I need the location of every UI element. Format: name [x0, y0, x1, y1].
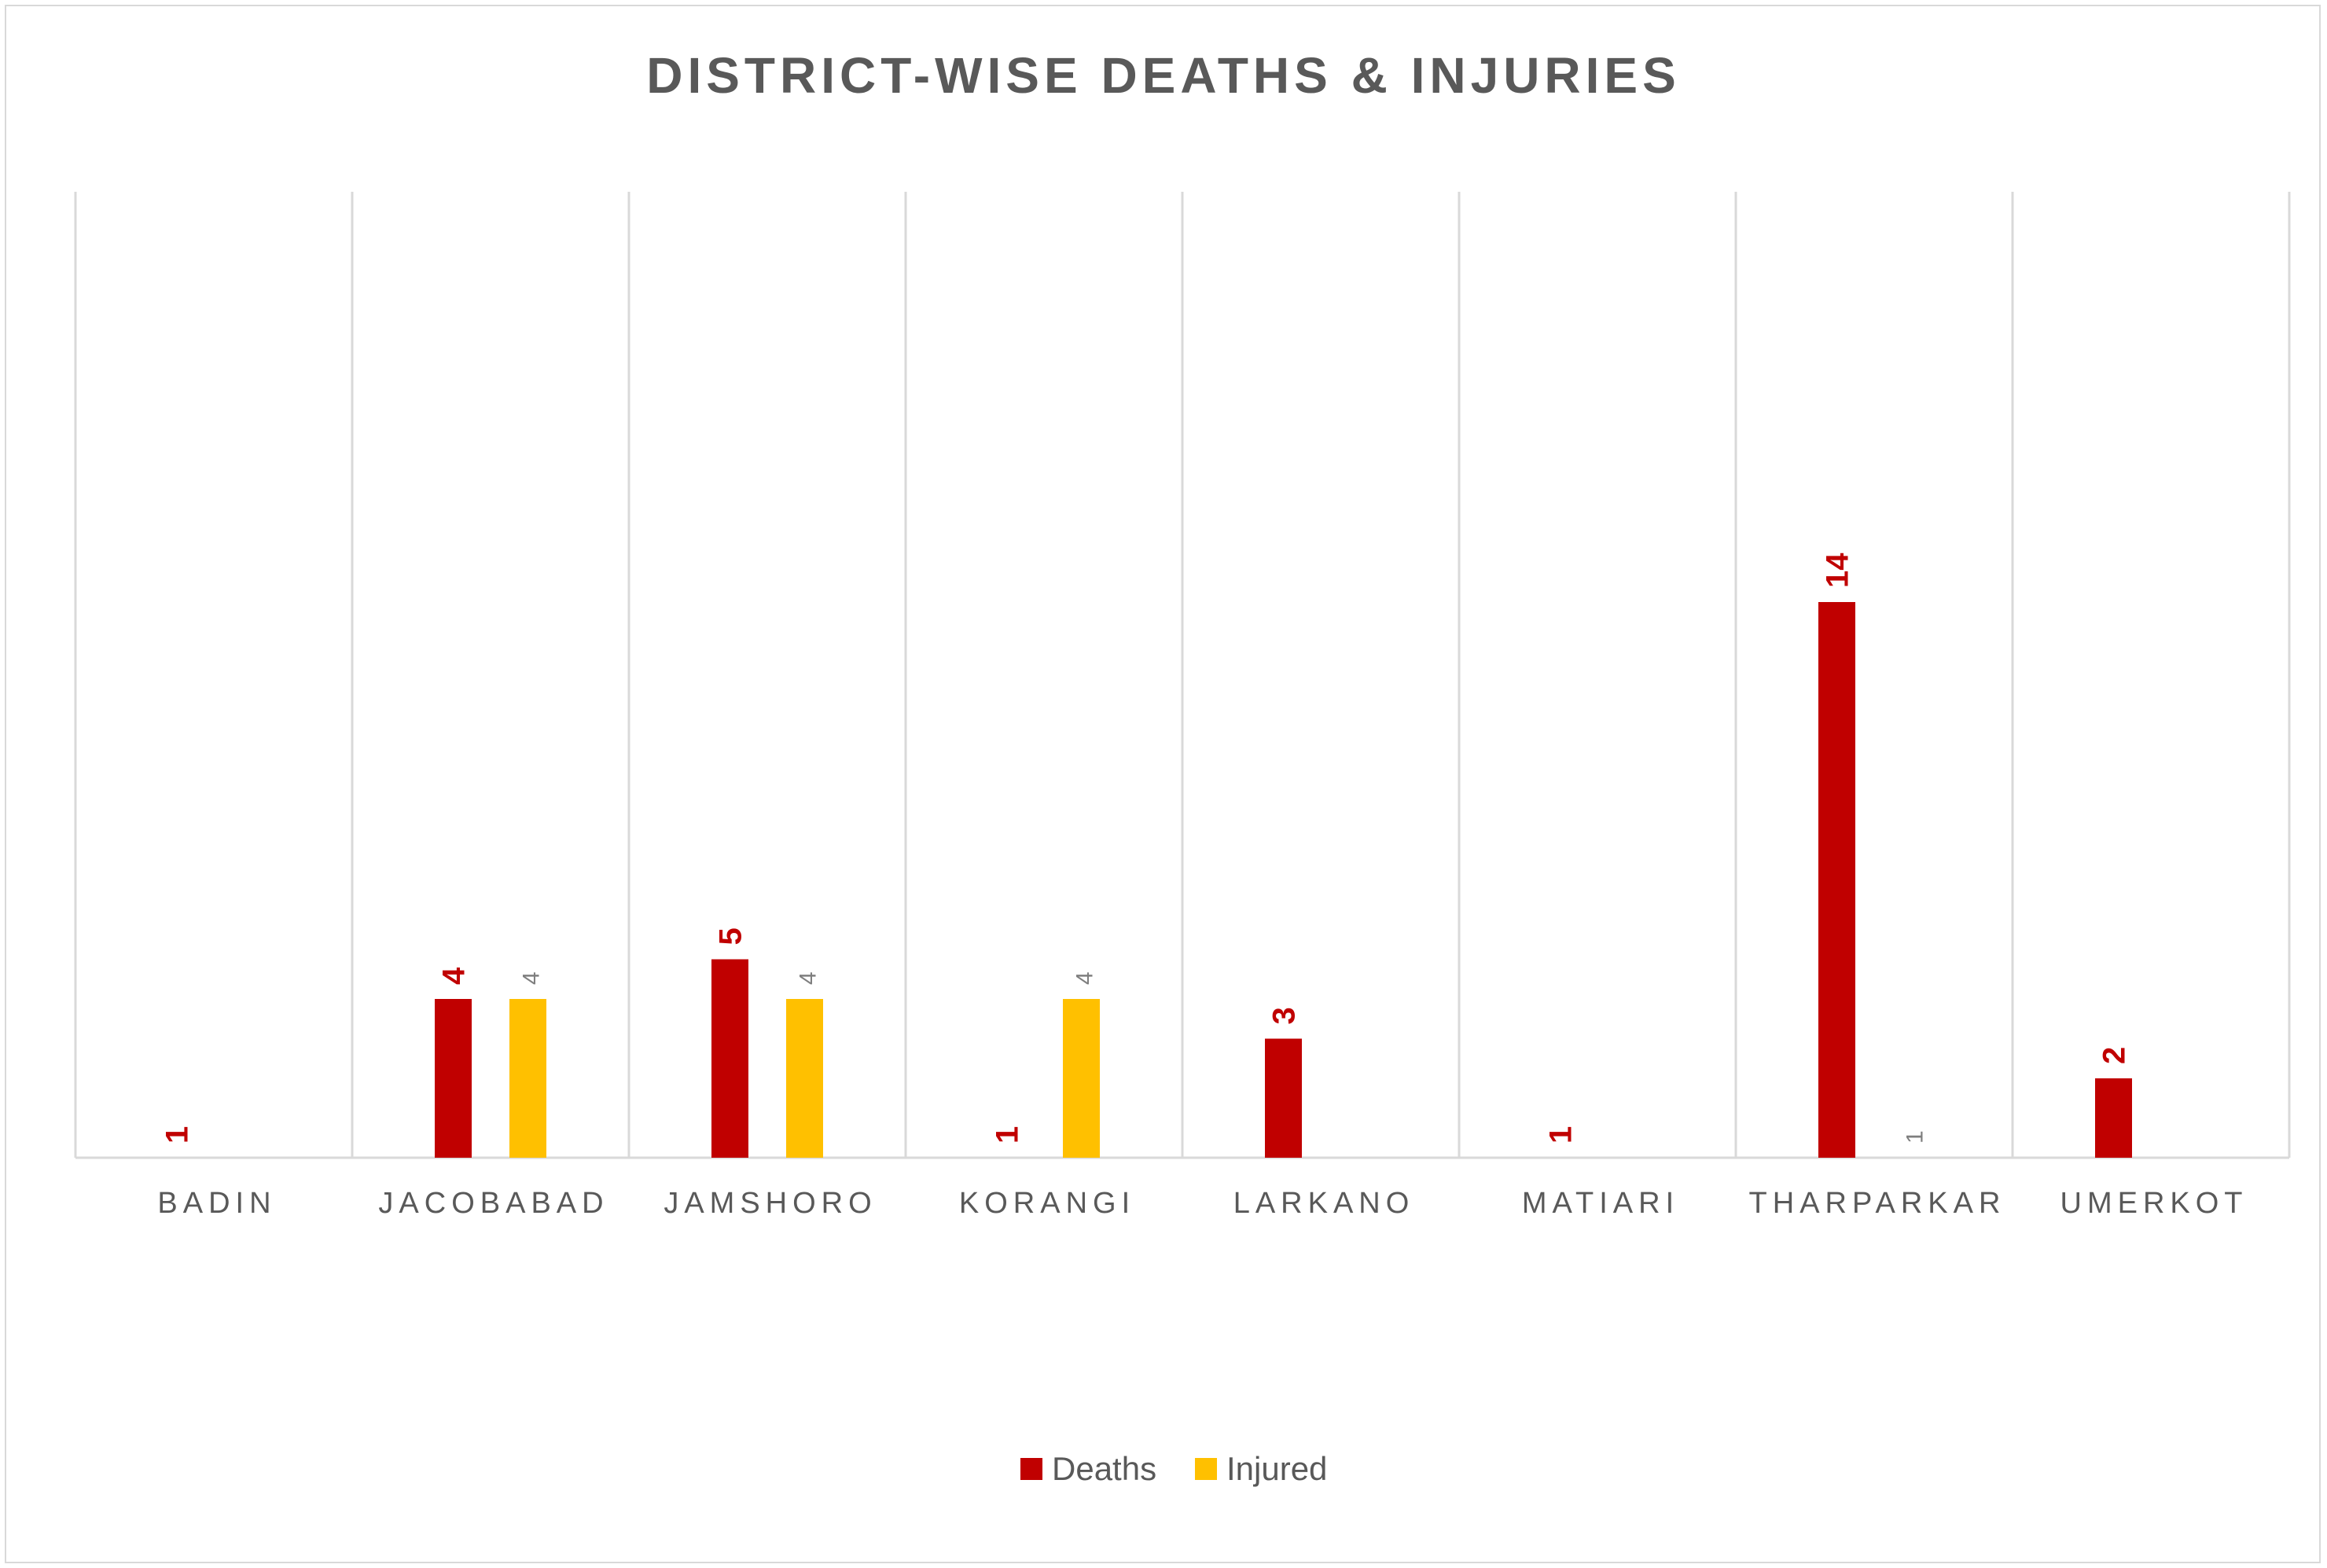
chart-title: DISTRICT-WISE DEATHS & INJURIES: [646, 47, 1681, 104]
deaths-bar: [2095, 1078, 2132, 1158]
gridlines: [74, 192, 2291, 1159]
injured-data-label: 1: [1902, 1130, 1928, 1144]
injured-bar: [509, 999, 546, 1158]
x-tick-label: JACOBABAD: [378, 1187, 608, 1220]
deaths-data-label: 4: [437, 967, 472, 985]
injured-data-label: 4: [796, 971, 822, 985]
x-axis-tick-labels: BADIN JACOBABAD JAMSHORO KORANGI LARKANO MATI…: [157, 1187, 2248, 1220]
chart-frame: [5, 5, 2321, 1563]
injured-legend-swatch: [1195, 1458, 1217, 1480]
deaths-data-label: 1: [1544, 1126, 1579, 1144]
deaths-legend-swatch: [1020, 1458, 1042, 1480]
injured-bar: [1063, 999, 1100, 1158]
injured-data-label: 4: [519, 971, 545, 985]
deaths-data-label: 1: [991, 1126, 1025, 1144]
deaths-bar: [1265, 1038, 1302, 1158]
deaths-bar: [711, 959, 748, 1158]
x-tick-label: KORANGI: [959, 1187, 1135, 1220]
deaths-data-label: 1: [160, 1126, 195, 1144]
deaths-bar: [435, 999, 472, 1158]
x-tick-label: UMERKOT: [2060, 1187, 2248, 1220]
deaths-data-label: 3: [1267, 1007, 1302, 1024]
deaths-data-label: 2: [2097, 1047, 2132, 1064]
deaths-bar: [1818, 602, 1855, 1158]
x-tick-label: BADIN: [157, 1187, 276, 1220]
x-tick-label: MATIARI: [1522, 1187, 1679, 1220]
injured-legend-label: Injured: [1226, 1450, 1327, 1487]
deaths-data-label: 5: [714, 927, 748, 945]
legend: Deaths Injured: [1020, 1450, 1327, 1487]
deaths-data-label: 14: [1821, 553, 1855, 588]
x-tick-label: LARKANO: [1233, 1187, 1415, 1220]
x-tick-label: JAMSHORO: [664, 1187, 877, 1220]
injured-data-label: 4: [1072, 971, 1098, 985]
injured-bar: [786, 999, 823, 1158]
bars: [435, 602, 2132, 1158]
x-tick-label: THARPARKAR: [1749, 1187, 2006, 1220]
deaths-legend-label: Deaths: [1052, 1450, 1156, 1487]
